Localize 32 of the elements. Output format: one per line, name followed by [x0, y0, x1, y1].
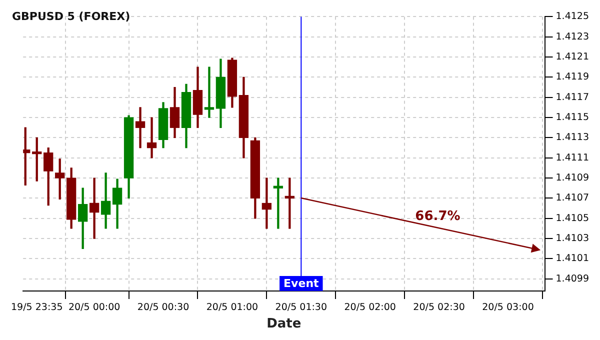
- candlestick: [146, 117, 157, 158]
- candlestick: [135, 107, 146, 148]
- x-tick-label: 20/5 01:00: [206, 302, 258, 314]
- y-tick-label: 1.4123: [556, 31, 590, 42]
- candlestick: [262, 178, 272, 229]
- y-tick-label: 1.4113: [556, 132, 590, 144]
- x-tick-label: 20/5 02:00: [344, 302, 396, 314]
- y-tick-label: 1.4099: [556, 273, 590, 284]
- x-tick-label: 20/5 00:00: [68, 302, 120, 314]
- candlestick: [273, 178, 284, 229]
- y-tick-label: 1.4101: [556, 253, 590, 264]
- y-tick-label: 1.4119: [556, 72, 590, 83]
- y-tick-label: 1.4109: [556, 172, 590, 184]
- y-tick-label: 1.4121: [556, 52, 590, 63]
- x-axis-title: Date: [266, 316, 302, 332]
- y-tick-label: 1.4115: [556, 112, 590, 124]
- y-tick-label: 1.4125: [556, 11, 590, 22]
- y-tick-label: 1.4117: [556, 92, 590, 103]
- x-tick-label: 20/5 02:30: [413, 302, 465, 314]
- x-tick-label: 20/5 01:30: [275, 302, 328, 314]
- x-tick-label: 20/5 03:00: [482, 302, 534, 314]
- candlestick: [89, 178, 100, 239]
- y-tick-label: 1.4111: [556, 152, 590, 164]
- ref-line-label: Event: [284, 276, 319, 290]
- x-tick-label: 20/5 00:30: [137, 302, 190, 314]
- y-tick-label: 1.4103: [556, 233, 590, 244]
- y-tick-label: 1.4107: [556, 192, 590, 204]
- annotation: 66.7%: [415, 208, 460, 224]
- y-tick-label: 1.4105: [556, 212, 590, 224]
- x-tick-label: 19/5 23:35: [11, 302, 63, 314]
- candlestick: [204, 66, 214, 118]
- chart-title: GBPUSD 5 (FOREX): [12, 10, 130, 23]
